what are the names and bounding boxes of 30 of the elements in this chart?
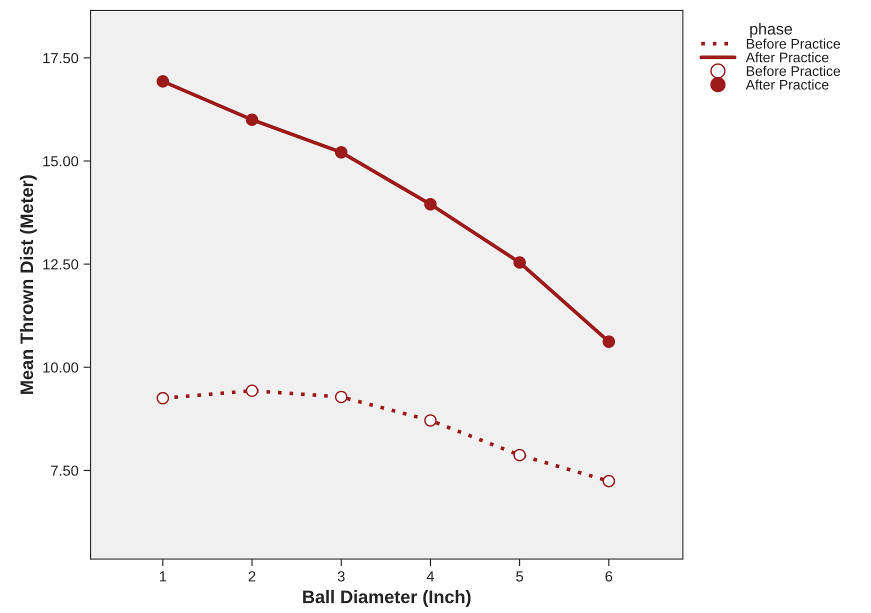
point <box>424 414 437 427</box>
x-tick-label: 2 <box>248 571 256 582</box>
y-tick-label: 15.00 <box>43 156 78 166</box>
y-tick-label: 12.50 <box>43 259 78 270</box>
point <box>334 146 348 159</box>
legend-title: phase <box>750 22 792 38</box>
text: Before Practice <box>746 38 840 49</box>
y-tick-label: 10.00 <box>43 362 78 373</box>
point <box>156 392 170 404</box>
legend-label: Before Practice <box>746 66 840 76</box>
y-axis-title: Mean Thrown Dist (Meter) <box>20 175 37 394</box>
x-tick-label: 3 <box>338 571 345 582</box>
point <box>513 256 526 269</box>
x-tick-label: 4 <box>426 571 434 582</box>
point <box>246 384 258 398</box>
x-tick-label: 6 <box>606 571 612 582</box>
point <box>246 113 258 126</box>
y-tick-label: 17.50 <box>43 52 78 64</box>
point <box>156 75 170 88</box>
x-axis-title: Ball Diameter (Inch) <box>303 590 471 607</box>
y-tick-label: 7.50 <box>51 465 78 476</box>
point <box>334 390 348 404</box>
point <box>602 474 616 488</box>
point <box>513 448 526 462</box>
point <box>602 335 616 348</box>
x-tick-label: 1 <box>160 571 166 582</box>
x-tick-label: 5 <box>516 571 524 582</box>
text: After Practice <box>746 52 828 62</box>
legend-label: After Practice <box>746 79 828 90</box>
point <box>424 198 437 211</box>
